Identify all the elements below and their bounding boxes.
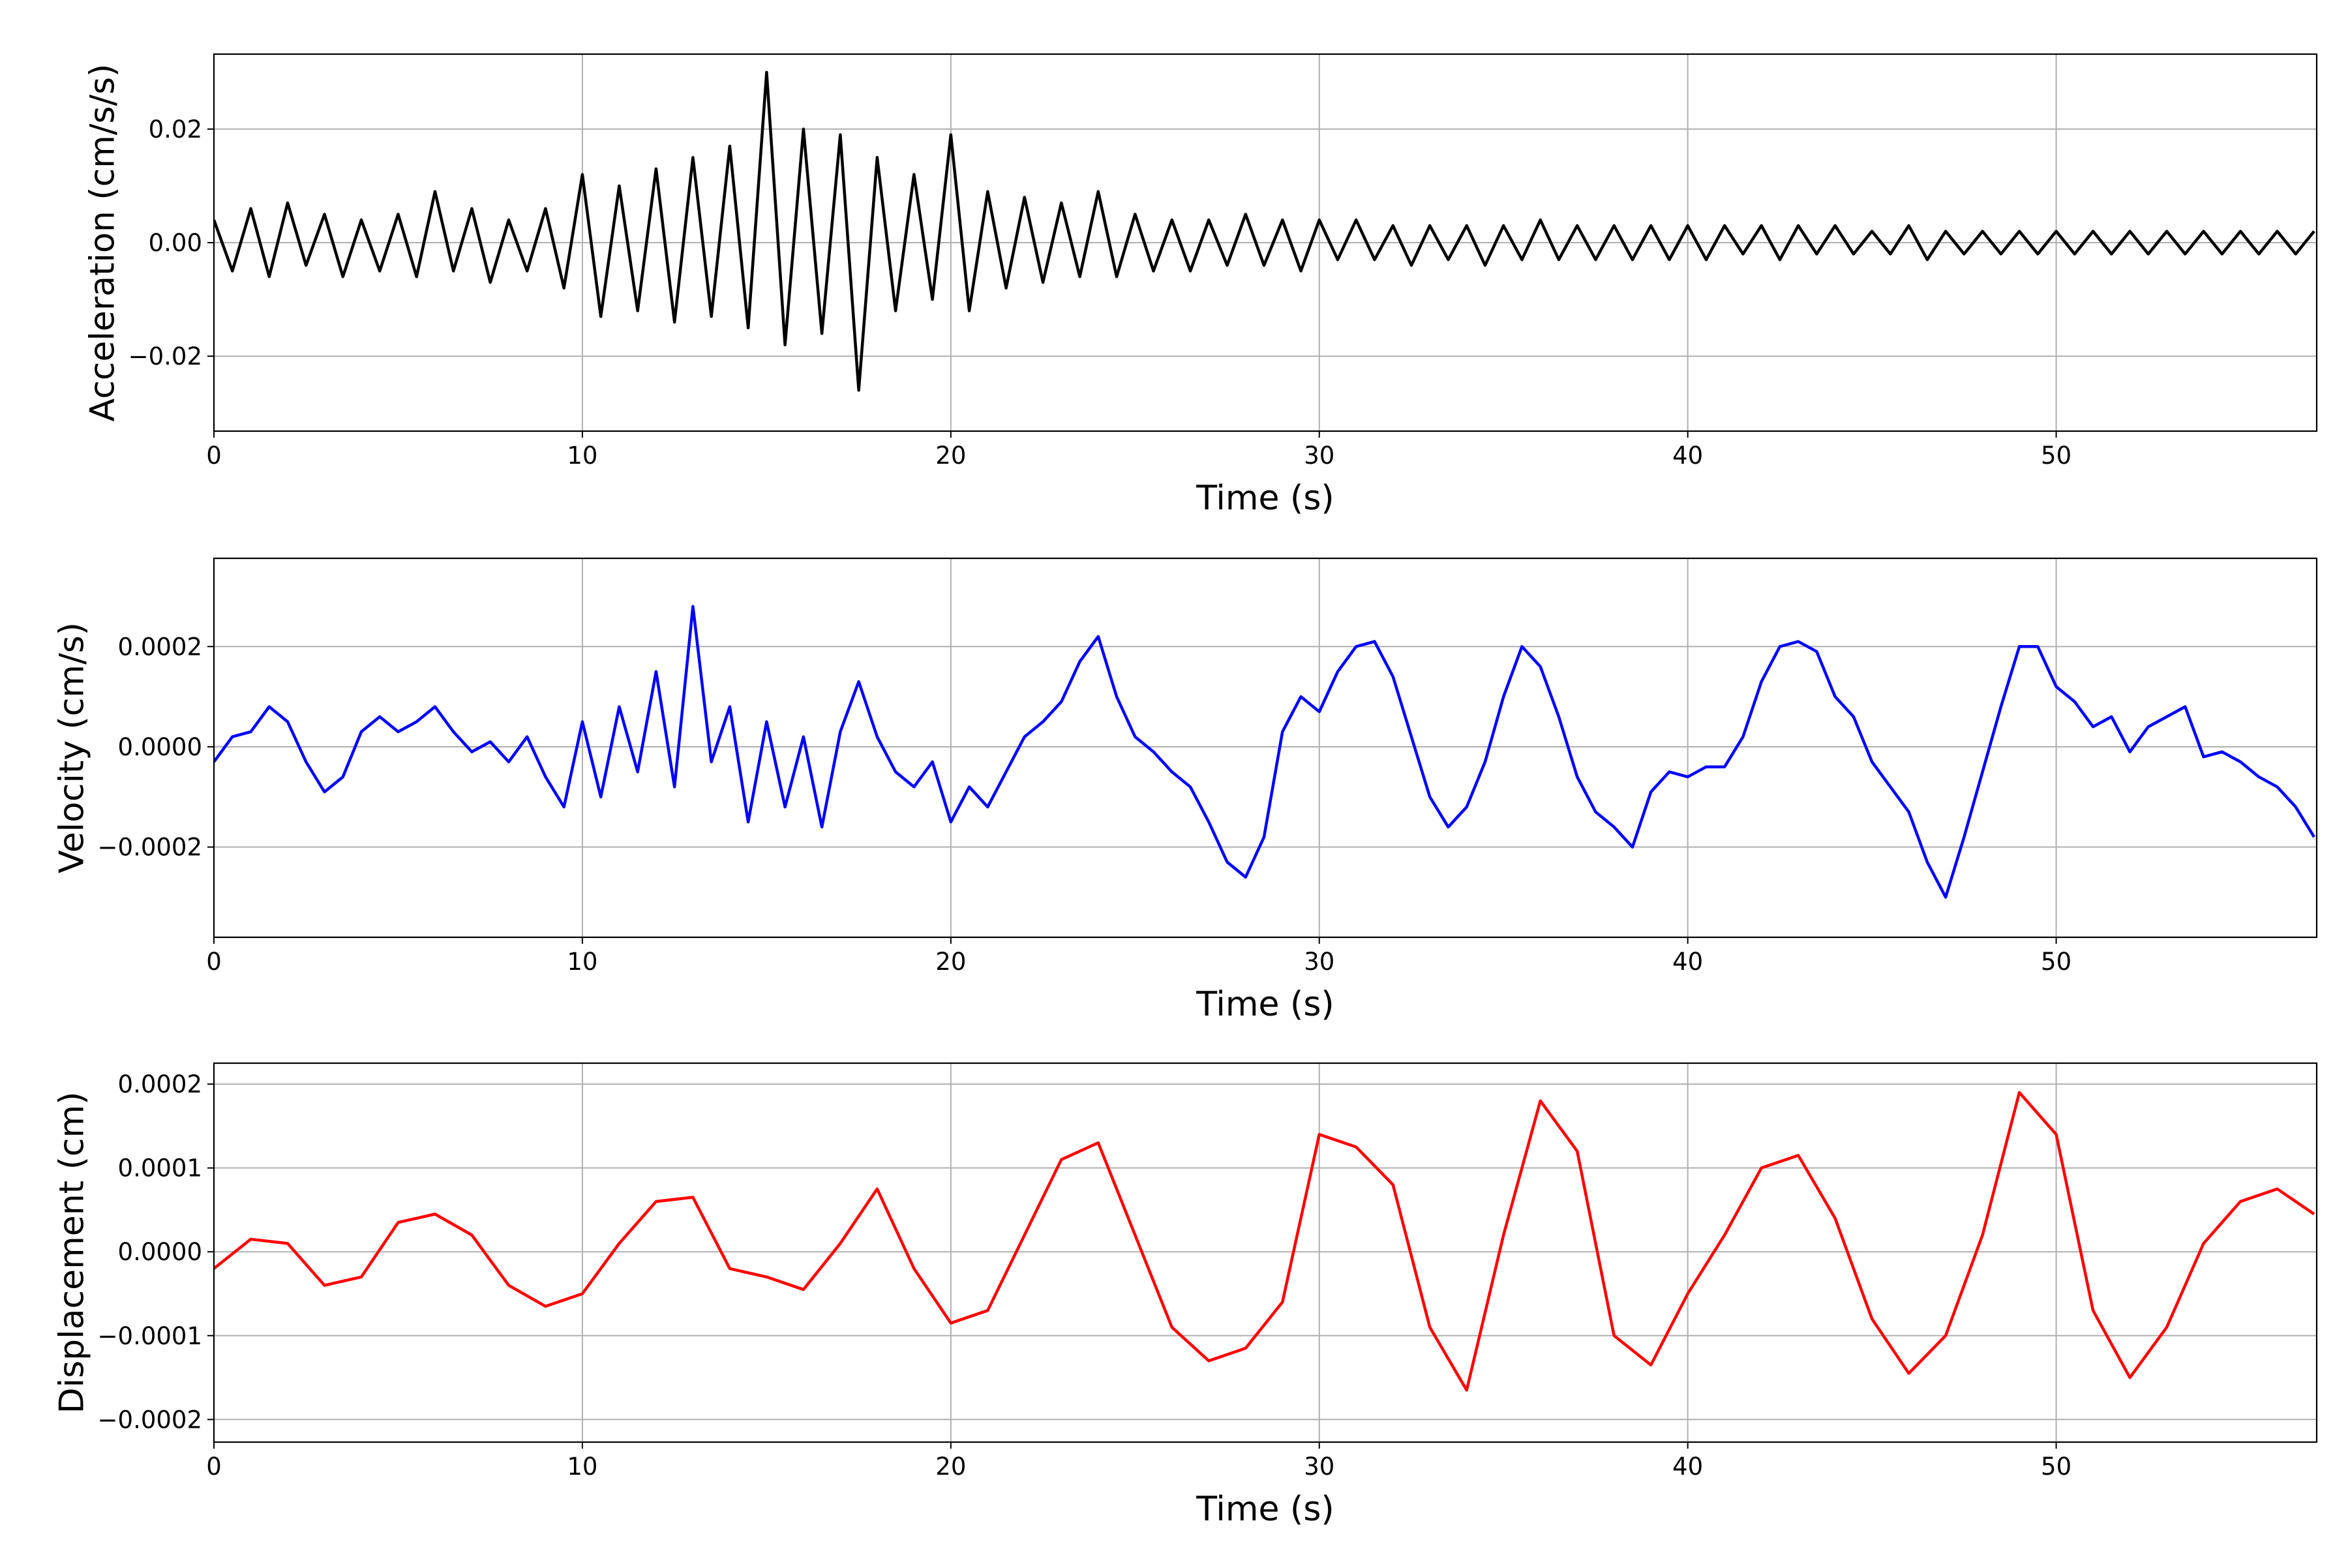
x-tick-label: 20	[935, 1453, 966, 1481]
y-axis-label: Displacement (cm)	[53, 1092, 92, 1414]
x-tick-label: 50	[2041, 1453, 2071, 1481]
y-tick-label: 0.0002	[118, 633, 202, 661]
x-tick-label: 0	[206, 442, 222, 470]
y-tick-label: 0.0001	[118, 1154, 202, 1183]
x-axis-label: Time (s)	[1196, 985, 1334, 1024]
x-axis-label: Time (s)	[1196, 1490, 1334, 1529]
x-tick-label: 10	[567, 442, 597, 470]
x-tick-label: 20	[935, 442, 966, 470]
axes-frame	[213, 557, 2318, 939]
x-tick-label: 0	[206, 1453, 222, 1481]
x-tick-label: 20	[935, 948, 966, 976]
axes-frame	[213, 1062, 2318, 1443]
y-axis-label: Velocity (cm/s)	[53, 622, 92, 873]
x-tick-label: 10	[567, 1453, 597, 1481]
x-axis-label: Time (s)	[1196, 479, 1334, 518]
x-tick-label: 0	[206, 948, 222, 976]
y-tick-label: −0.0001	[98, 1322, 202, 1350]
y-tick-label: 0.02	[149, 115, 202, 143]
x-tick-label: 30	[1304, 442, 1334, 470]
x-tick-label: 50	[2041, 948, 2071, 976]
x-tick-label: 40	[1672, 442, 1703, 470]
plot-area	[214, 1091, 2315, 1392]
y-tick-label: 0.00	[149, 229, 202, 257]
x-tick-label: 10	[567, 948, 597, 976]
plot-area	[214, 605, 2315, 899]
y-tick-label: −0.0002	[98, 1406, 202, 1434]
y-tick-label: 0.0000	[118, 733, 202, 761]
y-tick-label: 0.0002	[118, 1070, 202, 1098]
x-tick-label: 30	[1304, 948, 1334, 976]
x-tick-label: 30	[1304, 1453, 1334, 1481]
y-tick-label: −0.0002	[98, 834, 202, 862]
data-line	[214, 605, 2315, 899]
x-tick-label: 50	[2041, 442, 2071, 470]
y-axis-label: Acceleration (cm/s/s)	[83, 64, 123, 422]
data-line	[214, 70, 2315, 392]
axes-frame	[213, 53, 2318, 432]
y-tick-label: 0.0000	[118, 1238, 202, 1266]
plot-area	[214, 70, 2315, 392]
y-tick-label: −0.02	[128, 342, 202, 370]
data-line	[214, 1091, 2315, 1392]
x-tick-label: 40	[1672, 948, 1703, 976]
x-tick-label: 40	[1672, 1453, 1703, 1481]
